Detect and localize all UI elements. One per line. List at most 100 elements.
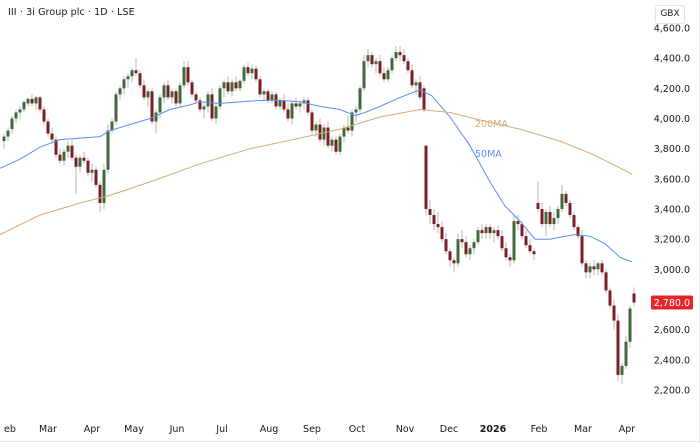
candle	[294, 97, 298, 110]
candle	[382, 67, 386, 83]
candle	[246, 62, 250, 77]
candle	[82, 151, 86, 164]
candle	[26, 97, 30, 107]
candle	[516, 215, 520, 231]
candle	[62, 148, 66, 166]
candle	[504, 242, 508, 261]
candle	[194, 91, 198, 104]
y-tick-label: 4,400.0	[654, 54, 690, 65]
x-tick-label: eb	[4, 424, 16, 435]
candle	[436, 212, 440, 234]
y-tick-label: 3,400.0	[654, 205, 690, 216]
candle	[472, 239, 476, 255]
candle	[444, 233, 448, 255]
candle	[310, 109, 314, 134]
candle	[22, 100, 26, 113]
candle	[238, 79, 242, 92]
currency-button[interactable]: GBX	[655, 5, 685, 24]
candle	[584, 260, 588, 279]
y-tick-label: 4,200.0	[654, 84, 690, 95]
candle	[338, 133, 342, 155]
candle	[14, 109, 18, 124]
candle	[6, 127, 10, 142]
candle	[126, 73, 130, 89]
candle	[632, 287, 636, 306]
candle	[488, 224, 492, 240]
candle	[114, 91, 118, 125]
x-tick-label: Apr	[619, 424, 636, 435]
candle	[206, 91, 210, 113]
candle	[354, 106, 358, 122]
candle	[422, 85, 426, 113]
candle	[394, 46, 398, 62]
candle	[460, 230, 464, 249]
50ma-label: 50MA	[475, 149, 502, 160]
candle	[484, 224, 488, 240]
candle	[568, 199, 572, 219]
x-tick-label: Sep	[303, 424, 321, 435]
y-tick-label: 3,600.0	[654, 174, 690, 185]
candle	[608, 287, 612, 309]
candle	[448, 248, 452, 267]
candle	[620, 362, 624, 384]
candle	[270, 91, 274, 104]
last-price-badge: 2,780.0	[651, 295, 693, 310]
candle	[18, 106, 22, 119]
candle	[98, 181, 102, 213]
candle	[166, 79, 170, 101]
candle	[440, 221, 444, 243]
y-axis[interactable]: 4,600.0 4,400.0 4,200.0 4,000.0 3,800.0 3,600…	[654, 24, 690, 397]
candle	[190, 79, 194, 98]
candle	[106, 124, 110, 173]
candle	[250, 64, 254, 80]
y-tick-label: 2,400.0	[654, 355, 690, 366]
chart-title: III · 3i Group plc · 1D · LSE	[8, 7, 135, 18]
candle	[218, 85, 222, 110]
candle	[242, 64, 246, 84]
candle	[254, 65, 258, 83]
candle	[54, 136, 58, 158]
candle	[596, 261, 600, 276]
candle	[58, 148, 62, 164]
candle	[556, 205, 560, 225]
x-tick-label: Feb	[531, 424, 548, 435]
candle	[560, 184, 564, 213]
candle	[226, 76, 230, 95]
candle	[418, 76, 422, 101]
candle	[234, 76, 238, 92]
candle	[552, 212, 556, 231]
y-tick-label: 3,200.0	[654, 235, 690, 246]
candle	[122, 76, 126, 95]
candle	[90, 163, 94, 182]
candle	[322, 124, 326, 146]
candle	[572, 212, 576, 231]
candle	[524, 230, 528, 249]
candle	[616, 314, 620, 381]
candle	[66, 141, 70, 158]
candle	[406, 58, 410, 74]
candle	[142, 79, 146, 101]
candle	[398, 46, 402, 62]
candle	[50, 127, 54, 143]
candle	[496, 225, 500, 240]
x-tick-label: Nov	[396, 424, 415, 435]
candle	[94, 166, 98, 188]
50ma-line	[0, 89, 633, 263]
candle	[374, 58, 378, 74]
candle	[564, 190, 568, 206]
candle	[86, 157, 90, 176]
candle	[346, 115, 350, 134]
candle	[358, 85, 362, 113]
x-axis[interactable]: eb Mar Apr May Jun Jul Aug Sep Oct Nov Dec 2026 Feb M…	[4, 424, 635, 435]
candle	[262, 88, 266, 101]
candle	[174, 88, 178, 107]
200ma-line	[0, 108, 633, 236]
candle	[302, 97, 306, 110]
candle	[266, 88, 270, 104]
candle	[182, 61, 186, 89]
candle	[576, 224, 580, 240]
candle	[508, 254, 512, 267]
candle	[432, 209, 436, 231]
